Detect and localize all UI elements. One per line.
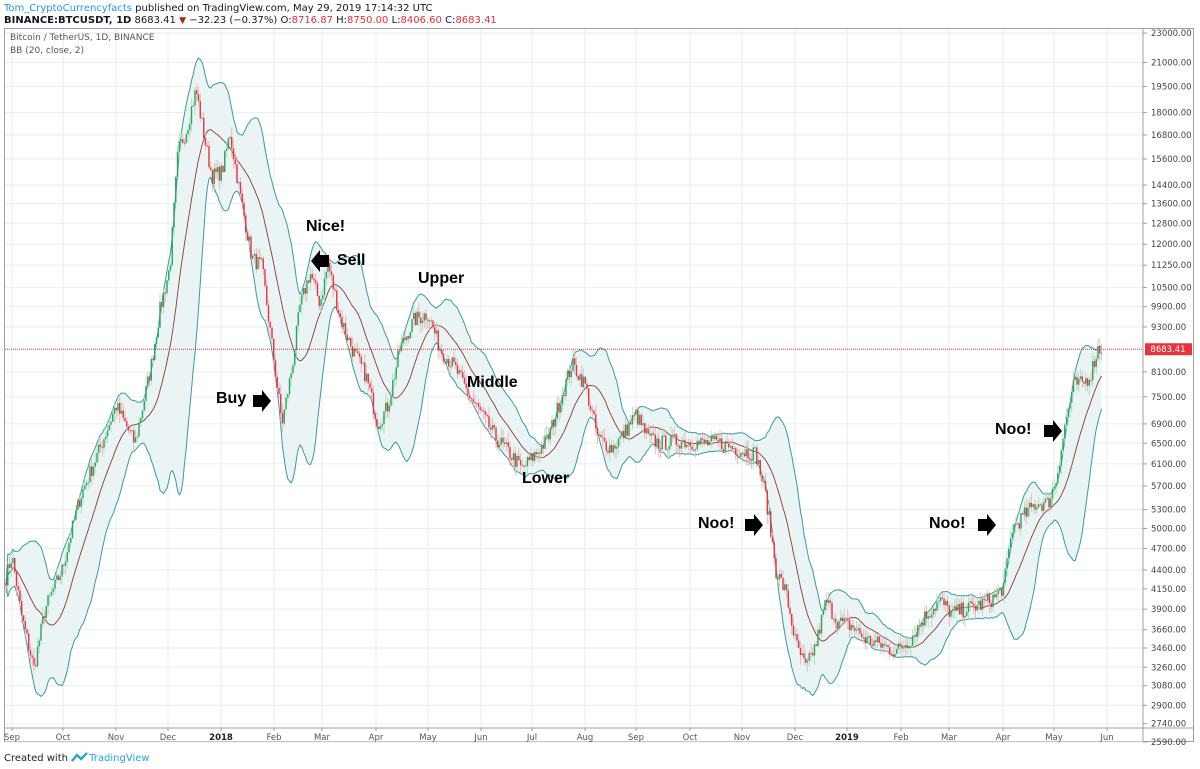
arrow-right-icon	[253, 390, 271, 417]
annotation-buy: Buy	[216, 390, 247, 407]
price-change: −32.23 (−0.37%)	[189, 15, 278, 26]
svg-text:May: May	[419, 733, 437, 743]
last-price: 8683.41	[134, 15, 176, 26]
svg-text:Jul: Jul	[526, 733, 537, 743]
svg-text:12000.00: 12000.00	[1151, 240, 1192, 250]
svg-text:Jun: Jun	[1099, 733, 1113, 743]
svg-text:Oct: Oct	[56, 733, 71, 743]
svg-text:2740.00: 2740.00	[1151, 720, 1186, 730]
annotation-noo-may: Noo!	[995, 421, 1032, 438]
svg-text:21000.00: 21000.00	[1151, 59, 1192, 69]
svg-text:6900.00: 6900.00	[1151, 420, 1186, 430]
down-triangle-icon: ▼	[179, 16, 186, 26]
high-value: 8750.00	[347, 15, 389, 26]
svg-text:2900.00: 2900.00	[1151, 701, 1186, 711]
publish-info: Tom_CryptoCurrencyfacts published on Tra…	[4, 3, 433, 14]
svg-text:Dec: Dec	[160, 733, 177, 743]
legend-title: Bitcoin / TetherUS, 1D, BINANCE	[10, 33, 155, 43]
open-value: 8716.87	[291, 15, 333, 26]
svg-text:11250.00: 11250.00	[1151, 261, 1192, 271]
svg-text:Nov: Nov	[734, 733, 751, 743]
svg-text:Apr: Apr	[996, 733, 1011, 743]
close-label: C:	[445, 15, 456, 26]
svg-text:3660.00: 3660.00	[1151, 626, 1186, 636]
svg-text:3900.00: 3900.00	[1151, 605, 1186, 615]
svg-text:Mar: Mar	[314, 733, 331, 743]
low-label: L:	[391, 15, 401, 26]
open-label: O:	[280, 15, 292, 26]
svg-text:May: May	[1045, 733, 1063, 743]
svg-text:6100.00: 6100.00	[1151, 460, 1186, 470]
author-link[interactable]: Tom_CryptoCurrencyfacts	[4, 3, 132, 14]
svg-text:Feb: Feb	[266, 733, 281, 743]
annotation-middle: Middle	[467, 374, 518, 391]
legend-indicator: BB (20, close, 2)	[10, 46, 85, 56]
svg-text:10500.00: 10500.00	[1151, 284, 1192, 294]
annotation-noo-apr: Noo!	[929, 515, 966, 532]
svg-text:3460.00: 3460.00	[1151, 644, 1186, 654]
annotation-lower: Lower	[522, 470, 570, 487]
time-axis[interactable]: Sep Oct Nov Dec 2018 Feb Mar Apr May Jun Jul Aug Sep…	[4, 727, 1193, 743]
svg-text:5700.00: 5700.00	[1151, 482, 1186, 492]
svg-text:2590.00: 2590.00	[1151, 738, 1186, 748]
svg-text:3080.00: 3080.00	[1151, 682, 1186, 692]
annotation-noo-nov: Noo!	[698, 515, 735, 532]
svg-text:5300.00: 5300.00	[1151, 506, 1186, 516]
published-text: published on TradingView.com, May 29, 20…	[132, 3, 433, 14]
svg-text:Sep: Sep	[4, 733, 20, 743]
svg-text:9900.00: 9900.00	[1151, 303, 1186, 313]
svg-text:7500.00: 7500.00	[1151, 393, 1186, 403]
svg-text:23000.00: 23000.00	[1151, 29, 1192, 39]
chart-legend: Bitcoin / TetherUS, 1D, BINANCE BB (20, …	[10, 32, 154, 58]
svg-text:Dec: Dec	[787, 733, 804, 743]
created-with-text: Created with	[4, 753, 68, 764]
svg-text:13600.00: 13600.00	[1151, 200, 1192, 210]
arrow-right-icon	[1044, 420, 1062, 447]
svg-text:2018: 2018	[209, 733, 233, 743]
annotation-nice: Nice!	[306, 218, 346, 235]
svg-text:Sep: Sep	[628, 733, 644, 743]
arrow-right-icon	[745, 514, 763, 541]
svg-text:9300.00: 9300.00	[1151, 323, 1186, 333]
annotation-upper: Upper	[418, 270, 465, 287]
tradingview-link[interactable]: TradingView	[89, 753, 150, 764]
svg-text:6500.00: 6500.00	[1151, 439, 1186, 449]
svg-text:Apr: Apr	[369, 733, 384, 743]
svg-text:Nov: Nov	[108, 733, 125, 743]
svg-text:Oct: Oct	[683, 733, 698, 743]
tradingview-logo-icon	[71, 752, 89, 762]
arrow-left-icon	[311, 250, 329, 277]
svg-text:14400.00: 14400.00	[1151, 181, 1192, 191]
svg-text:3260.00: 3260.00	[1151, 663, 1186, 673]
high-label: H:	[336, 15, 348, 26]
svg-text:4150.00: 4150.00	[1151, 585, 1186, 595]
svg-text:4400.00: 4400.00	[1151, 566, 1186, 576]
svg-text:Aug: Aug	[577, 733, 594, 743]
svg-text:5000.00: 5000.00	[1151, 524, 1186, 534]
low-value: 8406.60	[400, 15, 442, 26]
price-axis[interactable]: 23000.00 21000.00 19500.00 18000.00 16800.00…	[1142, 29, 1192, 748]
svg-text:15600.00: 15600.00	[1151, 155, 1192, 165]
svg-text:Mar: Mar	[941, 733, 958, 743]
svg-text:2019: 2019	[835, 733, 859, 743]
arrow-right-icon	[978, 514, 996, 541]
svg-text:18000.00: 18000.00	[1151, 109, 1192, 119]
svg-text:8683.41: 8683.41	[1150, 345, 1185, 355]
svg-text:12800.00: 12800.00	[1151, 219, 1192, 229]
svg-text:16800.00: 16800.00	[1151, 131, 1192, 141]
symbol-ohlc-bar: BINANCE:BTCUSDT, 1D 8683.41 ▼ −32.23 (−0…	[4, 15, 497, 26]
footer: Created with TradingView	[4, 752, 150, 764]
svg-text:8100.00: 8100.00	[1151, 368, 1186, 378]
close-value: 8683.41	[455, 15, 497, 26]
svg-text:19500.00: 19500.00	[1151, 83, 1192, 93]
symbol-label: BINANCE:BTCUSDT, 1D	[4, 15, 132, 26]
svg-text:Jun: Jun	[473, 733, 487, 743]
svg-text:Feb: Feb	[893, 733, 908, 743]
candlesticks	[5, 83, 1103, 673]
svg-text:4700.00: 4700.00	[1151, 545, 1186, 555]
annotation-sell: Sell	[337, 252, 366, 269]
current-price-line: 8683.41	[5, 343, 1192, 356]
